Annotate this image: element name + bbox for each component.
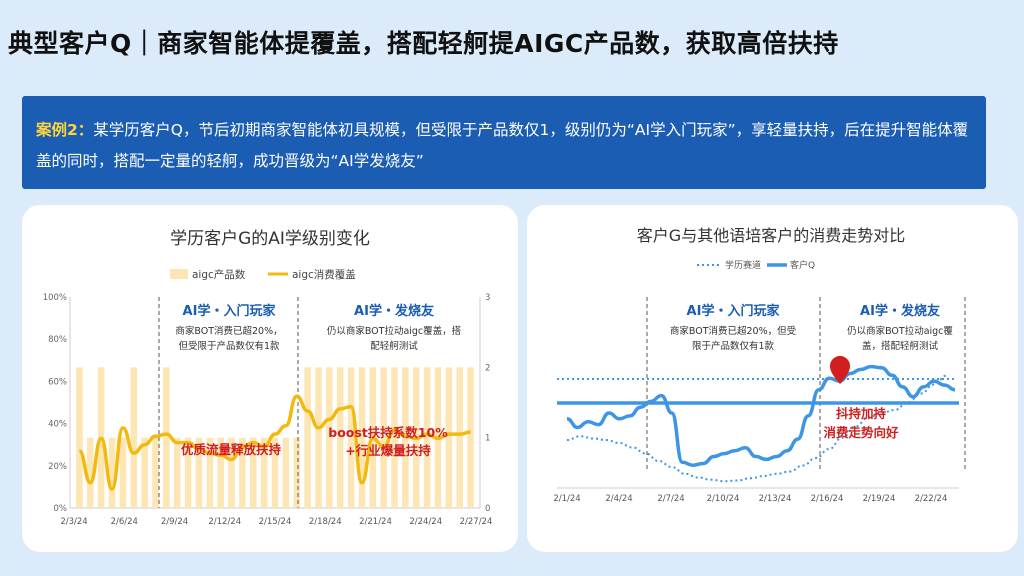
phase-desc: 商家BOT消费已超20%，但受: [670, 325, 796, 337]
x-tick-label: 2/16/24: [811, 494, 844, 504]
bar: [184, 437, 192, 508]
chart-title: 学历客户G的AI学级别变化: [170, 229, 370, 249]
left-chart-svg: 学历客户G的AI学级别变化 aigc产品数 aigc消费覆盖 0% 20% 40% 60% 8…: [43, 229, 493, 527]
bar: [173, 437, 181, 508]
phase-title: AI学・发烧友: [860, 303, 940, 319]
x-tick-label: 2/22/24: [915, 494, 948, 504]
legend-label-industry: 学历赛道: [725, 259, 761, 271]
x-tick-label: 2/4/24: [605, 494, 632, 504]
bar: [315, 367, 322, 508]
bar: [391, 367, 398, 508]
bar: [282, 437, 290, 508]
bar: [336, 367, 344, 508]
bar: [260, 437, 268, 508]
x-tick-label: 2/1/24: [553, 494, 580, 504]
bar: [326, 367, 333, 508]
legend-label-bar: aigc产品数: [192, 268, 246, 281]
bar: [423, 367, 431, 508]
bar: [445, 367, 453, 508]
x-tick-label: 2/6/24: [111, 517, 138, 527]
bar: [380, 367, 387, 508]
x-tick-label: 2/18/24: [309, 517, 342, 527]
phase-desc: 仍以商家BOT拉动aigc覆盖，搭: [327, 325, 462, 337]
case-label: 案例2：: [36, 121, 94, 139]
bar: [195, 437, 203, 508]
phase-title: AI学・入门玩家: [687, 303, 781, 319]
x-tick-label: 2/19/24: [863, 494, 896, 504]
x-tick-label: 2/21/24: [359, 517, 392, 527]
case-text: 某学历客户Q，节后初期商家智能体初具规模，但受限于产品数仅1，级别仍为“AI学入…: [36, 121, 969, 170]
phase-desc: 仍以商家BOT拉动aigc覆: [847, 325, 953, 337]
annotation-text: +行业爆量扶持: [345, 443, 431, 458]
bar: [108, 437, 116, 508]
right-chart-card: 客户G与其他语培客户的消费走势对比学历赛道 客户Q AI学・入门玩家商家BOT消费已…: [527, 205, 1018, 552]
x-tick-label: 2/15/24: [259, 517, 292, 527]
x-tick-label: 2/27/24: [460, 517, 493, 527]
page-title: 典型客户Q｜商家智能体提覆盖，搭配轻舸提AIGC产品数，获取高倍扶持: [8, 29, 839, 58]
bar: [250, 437, 257, 508]
line-client-q: [566, 364, 956, 467]
bar: [206, 437, 214, 508]
bar: [217, 437, 224, 508]
x-tick-label: 2/7/24: [657, 494, 684, 504]
x-tick-label: 2/24/24: [409, 517, 442, 527]
annotation-text: 消费走势向好: [823, 425, 899, 440]
legend-swatch-bar: [170, 269, 188, 279]
annotation-text: boost扶持系数10%: [328, 425, 448, 440]
y-left-tick-label: 100%: [43, 293, 67, 303]
x-tick-label: 2/13/24: [759, 494, 792, 504]
bar: [358, 367, 366, 508]
phase-desc: 配轻舸测试: [370, 340, 418, 352]
y-right-tick-label: 3: [485, 293, 490, 303]
chart-title: 客户G与其他语培客户的消费走势对比: [637, 226, 905, 245]
bar: [163, 367, 170, 508]
x-tick-label: 2/9/24: [161, 517, 188, 527]
bar: [119, 437, 127, 508]
y-right-tick-label: 1: [485, 434, 490, 444]
case-summary-box: 案例2：某学历客户Q，节后初期商家智能体初具规模，但受限于产品数仅1，级别仍为“…: [22, 96, 986, 189]
phase-title: AI学・入门玩家: [183, 303, 277, 319]
legend-label-client: 客户Q: [790, 259, 815, 271]
bar: [304, 367, 311, 508]
phase-desc: 限于产品数仅有1款: [692, 340, 775, 352]
bar: [456, 367, 463, 508]
x-tick-label: 2/12/24: [208, 517, 241, 527]
phase-desc: 盖，搭配轻舸测试: [862, 340, 939, 352]
bar: [87, 437, 94, 508]
bar: [467, 367, 474, 508]
bar: [271, 437, 279, 508]
y-left-tick-label: 40%: [48, 420, 67, 430]
legend-label-line: aigc消费覆盖: [292, 268, 356, 281]
bar: [347, 367, 355, 508]
bar: [239, 437, 246, 508]
y-right-tick-label: 2: [485, 363, 490, 373]
bar: [293, 437, 300, 508]
left-chart-card: 学历客户G的AI学级别变化 aigc产品数 aigc消费覆盖 0% 20% 40% 60% 8…: [22, 205, 518, 552]
y-left-tick-label: 0%: [54, 504, 68, 514]
y-left-tick-label: 20%: [48, 462, 67, 472]
y-left-tick-label: 60%: [48, 377, 67, 387]
x-tick-label: 2/10/24: [707, 494, 740, 504]
y-right-tick-label: 0: [485, 504, 490, 514]
bar: [152, 437, 159, 508]
x-tick-label: 2/3/24: [60, 517, 87, 527]
line-industry: [566, 374, 948, 483]
bar: [76, 367, 83, 508]
bar: [228, 437, 235, 508]
y-left-tick-label: 80%: [48, 335, 67, 345]
phase-desc: 但受限于产品数仅有1款: [178, 340, 280, 352]
phase-title: AI学・发烧友: [354, 303, 434, 319]
bar: [141, 437, 148, 508]
annotation-text: 优质流量释放扶持: [181, 442, 282, 457]
phase-desc: 商家BOT消费已超20%，: [175, 325, 282, 337]
location-pin-icon: [830, 356, 850, 384]
annotation-text: 抖持加持: [836, 406, 887, 421]
bar: [130, 367, 138, 508]
line-aigc-coverage: [77, 394, 471, 491]
